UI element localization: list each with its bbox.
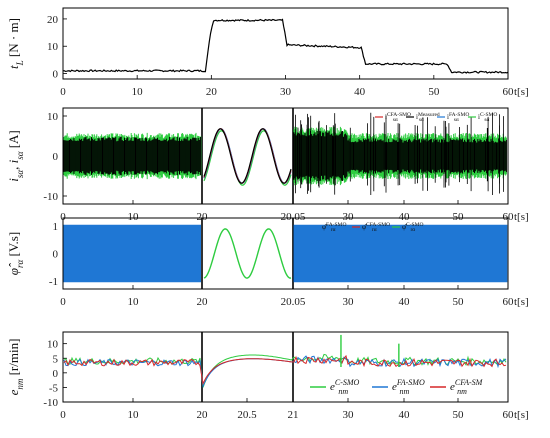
- y-tick-label: 20: [47, 14, 59, 26]
- legend-label: φ̂FA-SMO rα: [322, 222, 346, 233]
- y-tick-label: 0: [53, 249, 59, 261]
- legend-label: eC-SMO nm: [330, 378, 360, 396]
- x-tick-label: 0: [60, 86, 66, 98]
- y-tick-label: 5: [53, 353, 59, 365]
- legend-label: iFA-SMO sα: [447, 112, 469, 123]
- y-tick-label: -10: [43, 191, 58, 203]
- x-tick-label: 40: [399, 211, 411, 223]
- legend-label: φ̂CFA-SMO rα: [362, 222, 390, 233]
- current-zoom-line: [203, 128, 292, 184]
- x-tick-label: 60: [503, 86, 515, 98]
- x-tick-label: 20: [197, 409, 209, 421]
- legend-label: φ̂C-SMO rα: [402, 222, 423, 233]
- x-tick-label: 0: [60, 409, 66, 421]
- x-tick-label: 40: [399, 409, 411, 421]
- y-axis-label: tL [N · m]: [6, 18, 25, 69]
- x-tick-label: 0: [60, 296, 66, 308]
- y-tick-label: 10: [47, 339, 59, 351]
- x-tick-label: 50: [453, 296, 465, 308]
- x-tick-label: 10: [128, 409, 140, 421]
- x-tick-label: 20: [206, 86, 218, 98]
- chart-panel-4: -10 -5 0 5 10 enm [r/min] 0 10 20 20.5 21 30 40 50 60 t…: [6, 331, 529, 421]
- x-unit-label: t[s]: [514, 211, 529, 223]
- legend-label: eCFA-SM nm: [450, 378, 484, 396]
- x-tick-label: 60: [503, 409, 515, 421]
- x-tick-label: 60: [503, 211, 515, 223]
- x-tick-label: 50: [453, 211, 465, 223]
- y-tick-label: 0: [53, 368, 59, 380]
- x-tick-label: 30: [343, 211, 355, 223]
- plot-frame: [62, 7, 509, 80]
- x-tick-label: 40: [354, 86, 366, 98]
- x-tick-label: 50: [453, 409, 465, 421]
- legend-label: iMeasured sα: [416, 112, 440, 123]
- x-tick-label: 20.05: [281, 211, 306, 223]
- y-tick-label: 10: [47, 111, 59, 123]
- y-axis-label: enm [r/min]: [6, 339, 25, 396]
- x-tick-label: 20: [197, 211, 209, 223]
- y-tick-label: 10: [47, 41, 59, 53]
- y-tick-label: 0: [53, 151, 59, 163]
- x-tick-label: 20.05: [281, 296, 306, 308]
- flux-zoom-line: [203, 228, 292, 279]
- x-tick-label: 10: [128, 296, 140, 308]
- current-spikes: [295, 112, 504, 195]
- legend-label: iC-SMO sα: [478, 112, 497, 123]
- x-tick-label: 40: [399, 296, 411, 308]
- y-axis-label: isα, isα [A]: [6, 130, 25, 182]
- y-tick-label: 1: [53, 221, 59, 233]
- speed-error-line: [63, 354, 507, 386]
- x-unit-label: t[s]: [514, 86, 529, 98]
- x-unit-label: t[s]: [514, 296, 529, 308]
- x-tick-label: 50: [428, 86, 440, 98]
- load-torque-line: [62, 18, 509, 74]
- current-zoom-line: [203, 130, 292, 186]
- x-tick-label: 20.5: [237, 409, 257, 421]
- plot-frame: [62, 331, 509, 403]
- x-tick-label: 10: [128, 211, 140, 223]
- y-tick-label: -10: [43, 397, 58, 409]
- y-tick-label: -1: [49, 276, 58, 288]
- legend-label: iCFA-SMO sα: [385, 112, 411, 123]
- x-tick-label: 60: [503, 296, 515, 308]
- x-tick-label: 21: [288, 409, 299, 421]
- chart-panel-1: 0 10 20 tL [N · m] 0 10 20 30 40 50 60 t[s]: [6, 7, 529, 98]
- current-band-measured: [63, 136, 201, 176]
- x-tick-label: 30: [343, 296, 355, 308]
- x-unit-label: t[s]: [514, 409, 529, 421]
- speed-error-line: [63, 353, 507, 388]
- flux-band: [63, 224, 201, 283]
- x-tick-label: 30: [280, 86, 292, 98]
- x-tick-label: 10: [132, 86, 144, 98]
- x-tick-label: 0: [60, 211, 66, 223]
- x-tick-label: 30: [343, 409, 355, 421]
- flux-band: [293, 224, 508, 283]
- y-axis-label: φ̂rα [V.s]: [6, 232, 25, 275]
- x-tick-label: 20: [197, 296, 209, 308]
- y-tick-label: 0: [53, 69, 59, 81]
- legend-label: eFA-SMO nm: [392, 378, 425, 396]
- y-tick-label: -5: [49, 382, 59, 394]
